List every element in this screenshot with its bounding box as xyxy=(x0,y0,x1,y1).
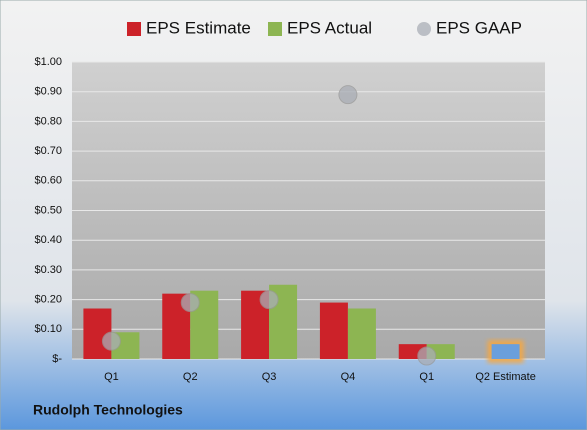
x-tick-label: Q2 Estimate xyxy=(475,371,536,383)
y-tick-label: $0.30 xyxy=(34,264,62,276)
x-tick-label: Q2 xyxy=(183,371,198,383)
legend-label: EPS Actual xyxy=(287,18,372,37)
chart-title: Rudolph Technologies xyxy=(33,402,183,418)
bar xyxy=(491,344,520,359)
dot xyxy=(338,85,358,105)
y-tick-label: $1.00 xyxy=(34,56,62,68)
y-tick-label: $- xyxy=(52,353,62,365)
bar xyxy=(319,302,348,359)
x-tick-label: Q3 xyxy=(262,371,277,383)
x-tick-label: Q1 xyxy=(419,371,434,383)
y-tick-label: $0.50 xyxy=(34,204,62,216)
x-tick-label: Q1 xyxy=(104,371,119,383)
y-tick-label: $0.60 xyxy=(34,175,62,187)
legend-marker xyxy=(417,22,431,36)
dot xyxy=(180,293,200,313)
y-tick-label: $0.70 xyxy=(34,145,62,157)
legend-marker xyxy=(127,22,141,36)
dot xyxy=(101,331,121,351)
y-tick-label: $0.40 xyxy=(34,234,62,246)
legend-label: EPS Estimate xyxy=(146,18,251,37)
y-tick-label: $0.20 xyxy=(34,294,62,306)
y-tick-label: $0.90 xyxy=(34,86,62,98)
bar xyxy=(347,308,376,359)
y-tick-label: $0.10 xyxy=(34,323,62,335)
x-tick-label: Q4 xyxy=(341,371,356,383)
legend-label: EPS GAAP xyxy=(436,18,522,37)
y-tick-label: $0.80 xyxy=(34,115,62,127)
dot xyxy=(259,290,279,310)
dot xyxy=(417,346,437,366)
legend-marker xyxy=(268,22,282,36)
